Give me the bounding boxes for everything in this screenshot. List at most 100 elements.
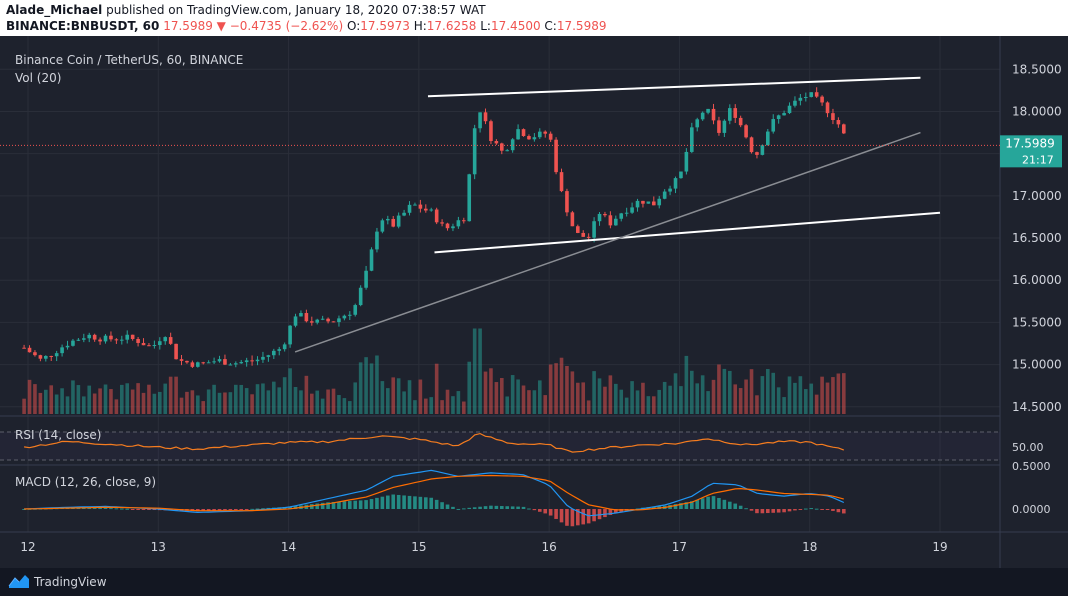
candle-body: [462, 220, 466, 222]
candle-body: [614, 218, 618, 226]
candle-body: [141, 342, 146, 346]
volume-bar: [33, 384, 37, 414]
volume-bar: [603, 386, 607, 414]
volume-bar: [690, 370, 694, 414]
volume-bar: [82, 396, 86, 414]
volume-bar: [114, 399, 119, 414]
tradingview-brand[interactable]: TradingView: [34, 575, 107, 589]
volume-bar: [744, 379, 748, 414]
candle-body: [733, 108, 738, 118]
macd-histogram-bar: [554, 509, 558, 519]
volume-bar: [483, 371, 488, 414]
macd-histogram-bar: [831, 509, 835, 511]
macd-histogram-bar: [825, 509, 830, 510]
candle-body: [836, 120, 841, 125]
volume-bar: [130, 389, 135, 414]
macd-histogram-bar: [380, 496, 385, 509]
tradingview-logo-icon[interactable]: [8, 573, 30, 589]
time-axis-label: 18: [802, 540, 817, 554]
macd-histogram-bar: [809, 508, 814, 510]
candle-body: [120, 339, 124, 341]
macd-histogram-bar: [510, 506, 515, 509]
macd-histogram-bar: [700, 498, 705, 509]
macd-axis-label-zero: 0.0000: [1012, 503, 1051, 516]
candle-body: [554, 139, 558, 173]
volume-bar: [228, 392, 233, 414]
candle-body: [679, 171, 683, 179]
volume-bar: [608, 375, 613, 414]
symbol-name: BINANCE:BNBUSDT, 60: [6, 19, 160, 33]
volume-bar: [527, 390, 531, 414]
publish-info: Alade_Michael published on TradingView.c…: [6, 3, 486, 17]
volume-bar: [196, 395, 200, 414]
volume-bar: [434, 363, 439, 414]
candle-body: [152, 345, 157, 347]
macd-histogram-bar: [130, 509, 135, 510]
candle-body: [500, 143, 504, 151]
macd-histogram-bar: [559, 509, 564, 523]
volume-bar: [320, 398, 325, 414]
price-badge-countdown: 21:17: [1022, 153, 1054, 166]
macd-histogram-bar: [375, 497, 379, 509]
macd-histogram-bar: [331, 501, 336, 509]
macd-histogram-bar: [500, 506, 504, 509]
volume-bar: [700, 375, 705, 414]
volume-bar: [120, 384, 124, 414]
volume-bar: [158, 391, 162, 414]
chart-svg[interactable]: 18.500018.000017.500017.000016.500016.00…: [0, 36, 1068, 568]
volume-bar: [521, 385, 526, 414]
volume-bar: [597, 378, 602, 414]
price-axis[interactable]: 18.500018.000017.500017.000016.500016.00…: [1012, 62, 1062, 413]
candle-body: [738, 117, 743, 126]
candle-body: [38, 355, 43, 359]
candle-body: [380, 220, 385, 232]
macd-histogram-bar: [565, 509, 569, 526]
volume-bar: [266, 390, 271, 414]
macd-histogram-bar: [679, 503, 683, 509]
macd-histogram-bar: [451, 506, 455, 509]
candle-body: [516, 129, 520, 140]
candle-body: [174, 343, 178, 360]
time-axis-label: 17: [672, 540, 687, 554]
macd-histogram-bar: [722, 499, 727, 509]
candle-body: [646, 201, 651, 204]
time-axis[interactable]: 12 13 14 15 16 17 18 19: [20, 540, 947, 554]
candle-body: [33, 352, 37, 356]
volume-bar: [424, 398, 428, 414]
volume-bar: [87, 385, 92, 414]
rsi-line: [24, 432, 845, 453]
macd-line: [24, 469, 845, 517]
macd-histogram-bar: [738, 505, 743, 509]
last-price: 17.5989: [163, 19, 213, 33]
volume-bar: [152, 393, 157, 414]
volume-bar: [728, 370, 732, 414]
close-value: 17.5989: [556, 19, 607, 33]
macd-histogram-bar: [570, 509, 575, 527]
macd-histogram-bar: [597, 509, 602, 520]
macd-histogram-bar: [244, 509, 249, 510]
volume-bar: [749, 369, 754, 414]
volume-bar: [234, 384, 238, 414]
candle-body: [424, 208, 428, 211]
volume-bar: [49, 385, 54, 414]
candle-body: [478, 112, 482, 129]
chart-area[interactable]: 18.500018.000017.500017.000016.500016.00…: [0, 36, 1068, 568]
macd-histogram-bar: [87, 507, 92, 509]
candle-body: [456, 220, 461, 227]
author-name[interactable]: Alade_Michael: [6, 3, 103, 17]
candle-body: [76, 339, 81, 341]
macd-histogram-bar: [804, 508, 808, 510]
candle-body: [82, 338, 86, 340]
volume-bar: [54, 394, 59, 414]
time-axis-label: 14: [281, 540, 296, 554]
volume-bar: [793, 382, 797, 414]
candle-body: [337, 318, 341, 323]
volume-bar: [65, 396, 70, 414]
macd-histogram-bar: [261, 508, 265, 510]
macd-histogram-bar: [293, 505, 298, 509]
volume-bar: [722, 368, 727, 414]
macd-histogram-bar: [814, 508, 819, 510]
candle-body: [483, 112, 488, 122]
volume-bar: [206, 389, 211, 414]
macd-histogram-bar: [793, 509, 797, 511]
